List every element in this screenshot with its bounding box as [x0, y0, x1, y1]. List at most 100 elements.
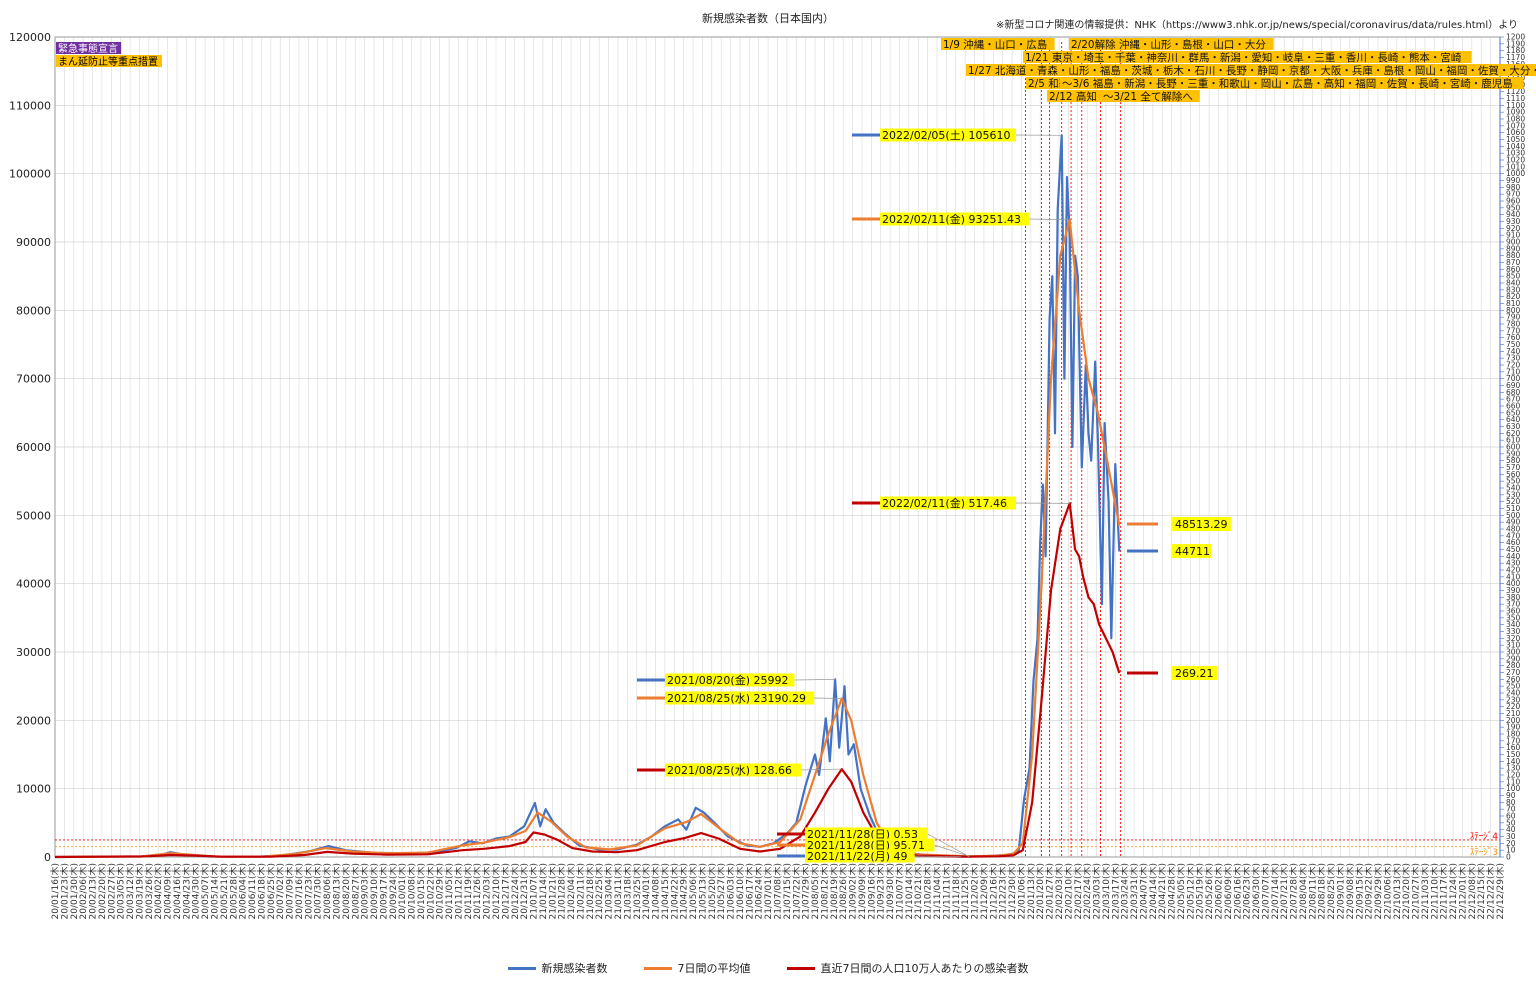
x-tick-label: 20/08/13(木) [330, 863, 342, 919]
x-tick-label: 20/07/30(木) [312, 863, 324, 919]
x-tick-label: 21/07/01(木) [762, 863, 774, 919]
x-tick-label: 20/08/20(木) [340, 863, 352, 919]
y-right-tick-label: 410 [1506, 572, 1521, 581]
y-right-tick-label: 960 [1506, 197, 1521, 206]
y-right-tick-label: 950 [1506, 203, 1521, 212]
y-right-tick-label: 120 [1506, 771, 1521, 780]
callout-label: 2021/08/20(金) 25992 [667, 673, 788, 687]
y-right-tick-label: 1020 [1506, 156, 1525, 165]
y-right-tick-label: 100 [1506, 784, 1521, 793]
y-right-tick-label: 730 [1506, 354, 1521, 363]
callout-box [880, 496, 1016, 510]
x-tick-label: 20/02/27(木) [105, 863, 117, 919]
x-tick-label: 22/06/23(木) [1241, 863, 1253, 919]
y-right-tick-label: 780 [1506, 320, 1521, 329]
y-right-tick-label: 1180 [1506, 46, 1525, 55]
y-right-tick-label: 170 [1506, 736, 1521, 745]
x-tick-label: 20/09/03(木) [359, 863, 371, 919]
y-right-tick-label: 600 [1506, 443, 1521, 452]
x-tick-label: 21/12/23(木) [997, 863, 1009, 919]
y-right-tick-label: 1190 [1506, 39, 1525, 48]
callout-label: 2021/08/25(水) 128.66 [667, 764, 792, 777]
source-note: ※新型コロナ関連の情報提供：NHK（https://www3.nhk.or.jp… [996, 18, 1518, 31]
x-tick-label: 21/11/18(木) [950, 863, 962, 919]
x-tick-label: 22/11/17(木) [1438, 863, 1450, 919]
y-right-tick-label: 690 [1506, 381, 1521, 390]
x-tick-label: 22/12/08(木) [1466, 863, 1478, 919]
y-right-tick-label: 620 [1506, 429, 1521, 438]
x-tick-label: 21/07/15(木) [781, 863, 793, 919]
x-tick-label: 20/04/30(木) [190, 863, 202, 919]
y-right-tick-label: 1040 [1506, 142, 1525, 151]
y-right-tick-label: 440 [1506, 552, 1521, 561]
x-tick-label: 22/10/13(木) [1391, 863, 1403, 919]
legend-label-per-100k: 直近7日間の人口10万人あたりの感染者数 [820, 962, 1029, 975]
x-tick-label: 21/10/07(木) [893, 863, 905, 919]
x-tick-label: 20/09/24(木) [387, 863, 399, 919]
x-tick-label: 21/06/10(木) [734, 863, 746, 919]
event-label: ～3/21 全て解除へ [1103, 90, 1193, 103]
x-tick-label: 21/04/15(木) [659, 863, 671, 919]
y-right-tick-label: 1200 [1506, 33, 1525, 42]
x-tick-label: 21/05/27(木) [715, 863, 727, 919]
x-tick-label: 21/03/04(木) [603, 863, 615, 919]
y-right-tick-label: 140 [1506, 757, 1521, 766]
y-right-tick-label: 300 [1506, 648, 1521, 657]
x-tick-label: 22/10/06(木) [1381, 863, 1393, 919]
y-left-tick-label: 30000 [16, 646, 51, 659]
x-tick-label: 20/01/23(木) [58, 863, 70, 919]
y-right-tick-label: 1050 [1506, 135, 1525, 144]
x-tick-label: 22/05/12(木) [1184, 863, 1196, 919]
callout-box [805, 827, 928, 841]
x-tick-label: 21/01/28(木) [556, 863, 568, 919]
x-tick-label: 22/06/16(木) [1231, 863, 1243, 919]
y-right-tick-label: 760 [1506, 333, 1521, 342]
threshold-layer: ｽﾃｰｼﾞ4 ｽﾃｰｼﾞ3 [55, 831, 1500, 858]
x-tick-label: 21/11/11(木) [940, 863, 952, 919]
x-tick-label: 20/08/27(木) [349, 863, 361, 919]
x-tick-label: 20/02/06(木) [77, 863, 89, 919]
y-right-tick-label: 370 [1506, 600, 1521, 609]
x-tick-label: 20/12/10(木) [490, 863, 502, 919]
x-tick-label: 22/01/06(木) [1015, 863, 1027, 919]
y-right-tick-label: 1110 [1506, 94, 1525, 103]
y-right-tick-label: 340 [1506, 620, 1521, 629]
x-tick-label: 21/11/25(木) [959, 863, 971, 919]
x-tick-label: 22/03/03(木) [1091, 863, 1103, 919]
series-line-7day-avg [54, 218, 1121, 859]
y-right-tick-label: 840 [1506, 279, 1521, 288]
x-tick-label: 20/11/12(木) [452, 863, 464, 919]
x-tick-label: 22/09/01(木) [1334, 863, 1346, 919]
x-tick-label: 22/07/21(木) [1278, 863, 1290, 919]
x-tick-label: 21/11/04(木) [931, 863, 943, 919]
y-right-tick-label: 610 [1506, 436, 1521, 445]
event-label-box [1101, 90, 1200, 102]
x-tick-label: 21/02/25(木) [593, 863, 605, 919]
legend-item-per-100k: 直近7日間の人口10万人あたりの感染者数 [786, 958, 1029, 978]
y-right-tick-label: 1060 [1506, 128, 1525, 137]
y-left-tick-label: 50000 [16, 509, 51, 522]
callout-box [665, 673, 795, 687]
x-tick-label: 20/02/13(木) [87, 863, 99, 919]
y-right-tick-label: 1080 [1506, 115, 1525, 124]
y-right-tick-label: 720 [1506, 361, 1521, 370]
x-tick-label: 22/12/15(木) [1475, 863, 1487, 919]
y-right-tick-label: 920 [1506, 224, 1521, 233]
x-tick-label: 20/05/07(木) [199, 863, 211, 919]
x-tick-label: 22/08/04(木) [1297, 863, 1309, 919]
x-tick-label: 21/01/21(木) [546, 863, 558, 919]
x-tick-label: 20/07/16(木) [293, 863, 305, 919]
y-right-tick-label: 470 [1506, 531, 1521, 540]
x-tick-label: 21/12/16(木) [987, 863, 999, 919]
x-tick-label: 20/05/21(木) [218, 863, 230, 919]
y-right-tick-label: 60 [1506, 812, 1516, 821]
x-tick-label: 20/12/17(木) [499, 863, 511, 919]
x-tick-label: 21/06/17(木) [743, 863, 755, 919]
y-right-tick-label: 380 [1506, 593, 1521, 602]
legend-swatch-7day-avg [643, 966, 672, 970]
x-tick-label: 20/10/29(木) [434, 863, 446, 919]
event-label: 1/9 沖縄・山口・広島 [943, 38, 1047, 51]
x-tick-label: 20/01/16(木) [49, 863, 61, 919]
y-right-tick-label: 680 [1506, 388, 1521, 397]
y-right-tick-label: 330 [1506, 627, 1521, 636]
